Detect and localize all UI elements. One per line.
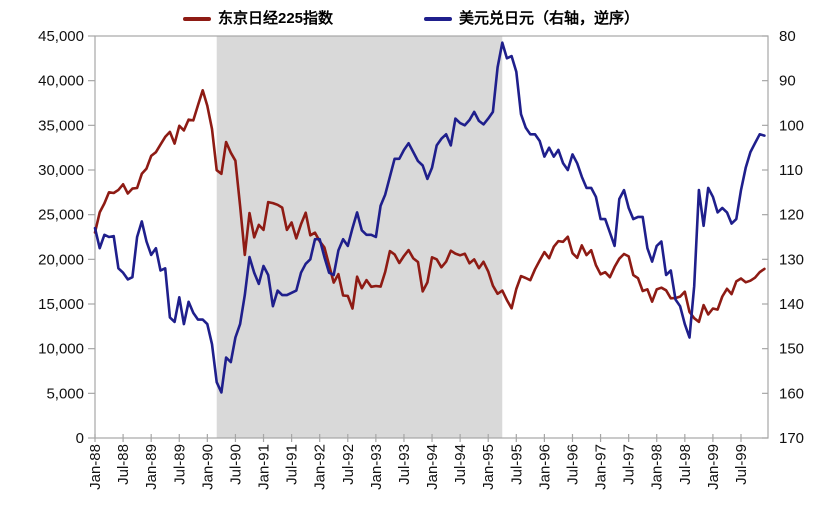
- right-axis-tick-label: 100: [779, 117, 804, 134]
- usdjpy-line-swatch: [424, 17, 452, 21]
- x-axis-tick-label: Jan-89: [143, 444, 160, 490]
- x-axis-tick-label: Jan-99: [705, 444, 722, 490]
- x-axis-tick-label: Jul-99: [733, 444, 750, 485]
- right-axis-tick-label: 90: [779, 73, 796, 90]
- x-axis-tick-label: Jan-94: [424, 444, 441, 490]
- nikkei-legend-label: 东京日经225指数: [218, 10, 334, 27]
- left-axis-tick-label: 15,000: [38, 296, 84, 313]
- x-axis-tick-label: Jan-90: [199, 444, 216, 490]
- right-axis-tick-label: 150: [779, 341, 804, 358]
- x-axis-tick-label: Jan-92: [312, 444, 329, 490]
- right-axis-tick-label: 110: [779, 162, 803, 179]
- x-axis-tick-label: Jul-95: [508, 444, 525, 485]
- x-axis-tick-label: Jan-98: [649, 444, 666, 490]
- left-axis-tick-label: 25,000: [38, 207, 84, 224]
- x-axis-tick-label: Jul-90: [227, 444, 244, 485]
- left-axis-tick-label: 45,000: [38, 28, 84, 45]
- left-axis-tick-label: 10,000: [38, 341, 84, 358]
- left-axis-tick-label: 0: [76, 430, 84, 447]
- x-axis-tick-label: Jan-96: [536, 444, 553, 490]
- left-axis-tick-label: 35,000: [38, 117, 84, 134]
- x-axis-tick-label: Jul-97: [621, 444, 638, 485]
- right-axis-tick-label: 140: [779, 296, 804, 313]
- x-axis-tick-label: Jan-97: [593, 444, 610, 490]
- left-axis-tick-label: 40,000: [38, 73, 84, 90]
- nikkei-line: [93, 89, 766, 324]
- x-axis-tick-label: Jul-93: [396, 444, 413, 485]
- right-axis-tick-label: 120: [779, 207, 804, 224]
- x-axis-tick-label: Jul-94: [452, 444, 469, 485]
- right-axis-tick-label: 160: [779, 385, 804, 402]
- left-axis-tick-label: 30,000: [38, 162, 84, 179]
- x-axis-tick-label: Jul-91: [284, 444, 301, 485]
- right-axis-tick-label: 170: [779, 430, 804, 447]
- legend-item-nikkei: 东京日经225指数: [183, 8, 333, 30]
- right-axis-tick-label: 130: [779, 251, 804, 268]
- x-axis-tick-label: Jul-88: [115, 444, 132, 485]
- usdjpy-line: [93, 41, 766, 394]
- x-axis-tick-label: Jan-91: [256, 444, 273, 490]
- legend-item-usdjpy: 美元兑日元（右轴，逆序）: [424, 8, 639, 30]
- usdjpy-legend-label: 美元兑日元（右轴，逆序）: [459, 10, 640, 27]
- legend: 东京日经225指数 美元兑日元（右轴，逆序）: [0, 8, 837, 30]
- x-axis-tick-label: Jul-96: [564, 444, 581, 485]
- x-axis-tick-label: Jan-95: [480, 444, 497, 490]
- shaded-band: [216, 36, 503, 438]
- nikkei-line-swatch: [183, 17, 211, 21]
- left-axis-tick-label: 20,000: [38, 251, 84, 268]
- x-axis-tick-label: Jan-88: [87, 444, 104, 490]
- left-axis-tick-label: 5,000: [46, 385, 84, 402]
- x-axis-tick-label: Jul-92: [340, 444, 357, 485]
- right-axis-tick-label: 80: [779, 28, 796, 45]
- x-axis-tick-label: Jan-93: [368, 444, 385, 490]
- x-axis-tick-label: Jul-89: [171, 444, 188, 485]
- x-axis-tick-label: Jul-98: [677, 444, 694, 485]
